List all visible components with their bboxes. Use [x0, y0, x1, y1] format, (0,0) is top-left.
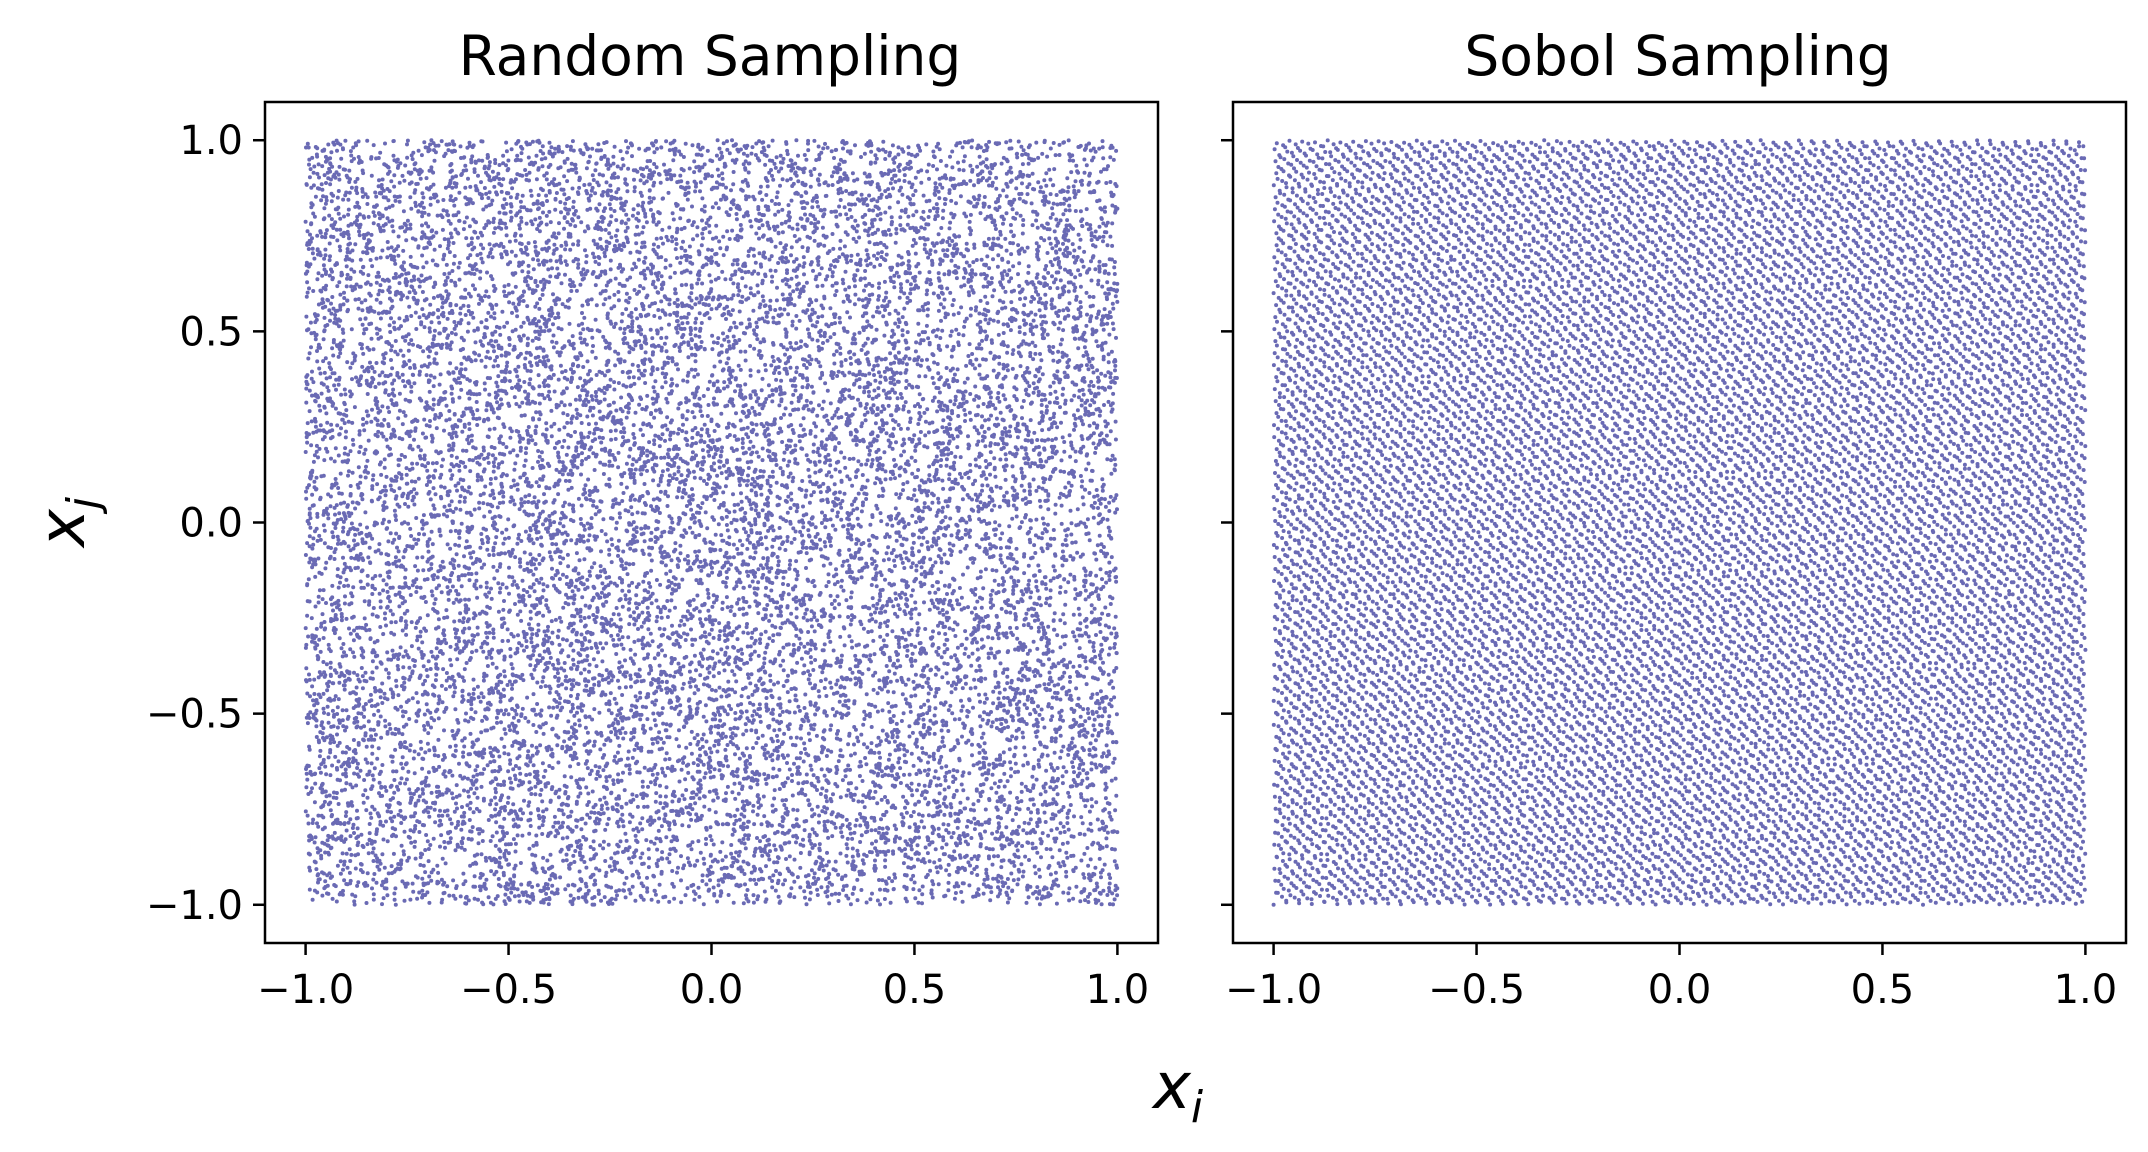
- y-tick-label: 1.0: [179, 118, 243, 164]
- x-tick-label: 0.5: [1851, 967, 1915, 1013]
- random-sampling-points: [303, 138, 1120, 907]
- x-tick-label: 0.0: [680, 967, 744, 1013]
- x-tick-label: −1.0: [257, 967, 354, 1013]
- x-tick-label: −1.0: [1225, 967, 1322, 1013]
- scatter-points: [303, 138, 1120, 907]
- x-axis-label-base: x: [1151, 1050, 1192, 1124]
- x-axis-label-sub: i: [1191, 1082, 1204, 1133]
- y-tick-label: −1.0: [146, 883, 243, 929]
- x-tick-label: 0.0: [1648, 967, 1712, 1013]
- random-sampling-panel: Random Sampling −1.0 −0.5 0.0 0.5 1.0 −1.0 −0…: [146, 24, 1160, 1013]
- sobol-sampling-points: [1271, 138, 2088, 907]
- x-tick-label: −0.5: [460, 967, 557, 1013]
- sobol-sampling-panel: Sobol Sampling −1.0 −0.5 0.0 0.5 1.0: [1221, 24, 2128, 1013]
- x-tick-label: 0.5: [883, 967, 947, 1013]
- y-tick-label: 0.5: [179, 309, 243, 355]
- x-tick-label: −0.5: [1428, 967, 1525, 1013]
- y-tick-label: −0.5: [146, 692, 243, 738]
- sobol-sampling-y-ticks: [1221, 138, 1233, 907]
- x-tick-label: 1.0: [2054, 967, 2118, 1013]
- x-tick-label: 1.0: [1086, 967, 1150, 1013]
- y-axis-label: xj: [26, 496, 109, 549]
- random-sampling-title: Random Sampling: [459, 24, 962, 88]
- x-axis-label: xi: [1151, 1050, 1204, 1133]
- random-sampling-y-ticks: −1.0 −0.5 0.0 0.5 1.0: [146, 118, 265, 929]
- sobol-sampling-title: Sobol Sampling: [1464, 24, 1891, 88]
- random-sampling-x-ticks: −1.0 −0.5 0.0 0.5 1.0: [257, 943, 1149, 1013]
- y-tick-label: 0.0: [179, 501, 243, 547]
- y-axis-label-sub: j: [58, 496, 109, 514]
- sobol-sampling-x-ticks: −1.0 −0.5 0.0 0.5 1.0: [1225, 943, 2117, 1013]
- y-axis-label-base: x: [26, 508, 100, 549]
- scatter-points: [1271, 138, 2088, 907]
